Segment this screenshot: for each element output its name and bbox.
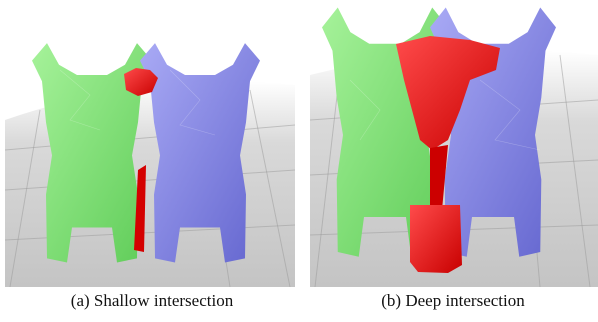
panel-a <box>5 0 295 287</box>
caption: (b) Deep intersection <box>381 291 525 310</box>
figure: (a) Shallow intersection (b) Deep inters… <box>0 0 598 322</box>
page: (a) Shallow intersection (b) Deep inters… <box>0 0 598 322</box>
panel-b <box>310 0 598 287</box>
caption: (a) Shallow intersection <box>71 291 234 310</box>
